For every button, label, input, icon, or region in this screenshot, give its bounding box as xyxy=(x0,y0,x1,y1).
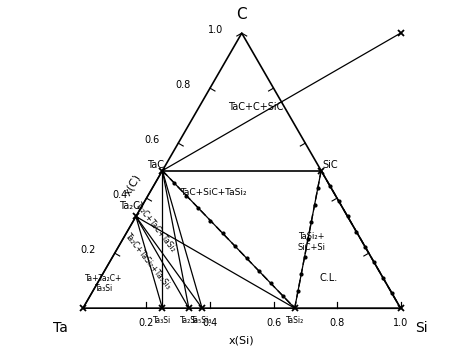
Text: 0.4: 0.4 xyxy=(112,190,128,200)
Text: Si: Si xyxy=(415,321,428,335)
Text: SiC: SiC xyxy=(323,160,338,170)
Text: 1.0: 1.0 xyxy=(393,318,408,328)
Text: Ta₂C: Ta₂C xyxy=(118,201,139,211)
Text: Ta₂Si: Ta₂Si xyxy=(180,316,198,325)
Text: Ta₂C+TaSi₂+Ta₅Si₃: Ta₂C+TaSi₂+Ta₅Si₃ xyxy=(123,232,173,291)
Text: Ta₂C+TaC+TaSi₂: Ta₂C+TaC+TaSi₂ xyxy=(133,200,178,254)
Text: x(C): x(C) xyxy=(122,172,142,197)
Text: TaC: TaC xyxy=(147,160,164,170)
Text: Ta+Ta₂C+
Ta₃Si: Ta+Ta₂C+ Ta₃Si xyxy=(85,274,122,293)
Text: Ta₅Si₃: Ta₅Si₃ xyxy=(191,316,213,325)
Text: x(Si): x(Si) xyxy=(229,335,255,345)
Text: C.L.: C.L. xyxy=(320,273,338,283)
Text: 0.2: 0.2 xyxy=(139,318,154,328)
Text: TaSi₂+
SiC+Si: TaSi₂+ SiC+Si xyxy=(298,233,326,252)
Text: Ta: Ta xyxy=(53,321,68,335)
Text: 0.4: 0.4 xyxy=(202,318,218,328)
Text: Ta₃Si: Ta₃Si xyxy=(153,316,172,325)
Text: 0.6: 0.6 xyxy=(144,135,159,145)
Text: TaC+SiC+TaSi₂: TaC+SiC+TaSi₂ xyxy=(180,188,246,197)
Text: C: C xyxy=(237,7,247,22)
Text: 0.6: 0.6 xyxy=(266,318,281,328)
Text: 0.2: 0.2 xyxy=(80,245,96,255)
Text: 0.8: 0.8 xyxy=(329,318,345,328)
Text: 1.0: 1.0 xyxy=(208,25,223,35)
Text: TaC+C+SiC: TaC+C+SiC xyxy=(228,102,284,113)
Text: 0.8: 0.8 xyxy=(176,80,191,90)
Text: TaSi₂: TaSi₂ xyxy=(285,316,304,325)
